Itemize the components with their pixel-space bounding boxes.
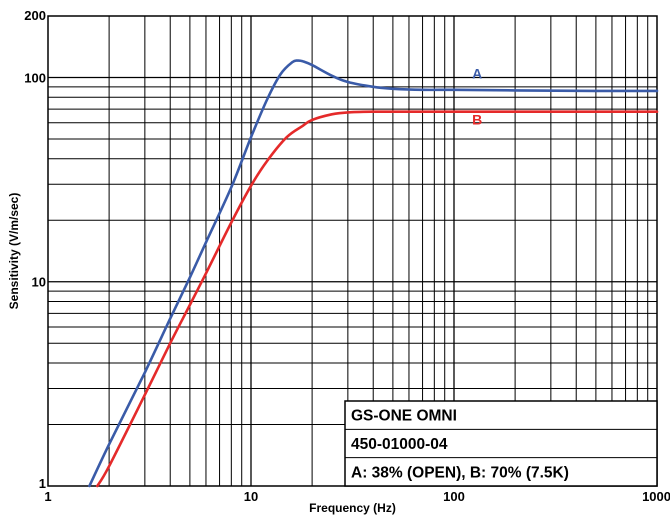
- y-tick-label: 10: [32, 275, 46, 290]
- legend-box: GS-ONE OMNI 450-01000-04 A: 38% (OPEN), …: [344, 400, 658, 487]
- series-line-a: [88, 59, 659, 488]
- series-line-b: [96, 110, 659, 488]
- x-tick-label: 1: [44, 489, 51, 504]
- y-tick-label: 1: [39, 476, 46, 491]
- legend-line-model: GS-ONE OMNI: [351, 408, 457, 425]
- y-tick-label: 100: [24, 70, 46, 85]
- legend-line-part-number: 450-01000-04: [351, 436, 448, 453]
- y-axis-label: Sensitivity (V/m/sec): [7, 193, 21, 310]
- x-axis-label: Frequency (Hz): [309, 501, 396, 515]
- series-label-b: B: [472, 111, 482, 127]
- legend-line-damping: A: 38% (OPEN), B: 70% (7.5K): [351, 464, 569, 481]
- x-tick-label: 1000: [642, 489, 670, 504]
- series-annotations: AB: [472, 65, 482, 127]
- tick-labels: 1 10 100 1000 1 10 100 200: [24, 8, 670, 504]
- y-tick-label: 200: [24, 8, 46, 23]
- x-tick-label: 100: [443, 489, 465, 504]
- legend-background: [344, 400, 658, 487]
- x-tick-label: 10: [244, 489, 258, 504]
- series-group: [88, 59, 659, 488]
- series-label-a: A: [472, 65, 482, 81]
